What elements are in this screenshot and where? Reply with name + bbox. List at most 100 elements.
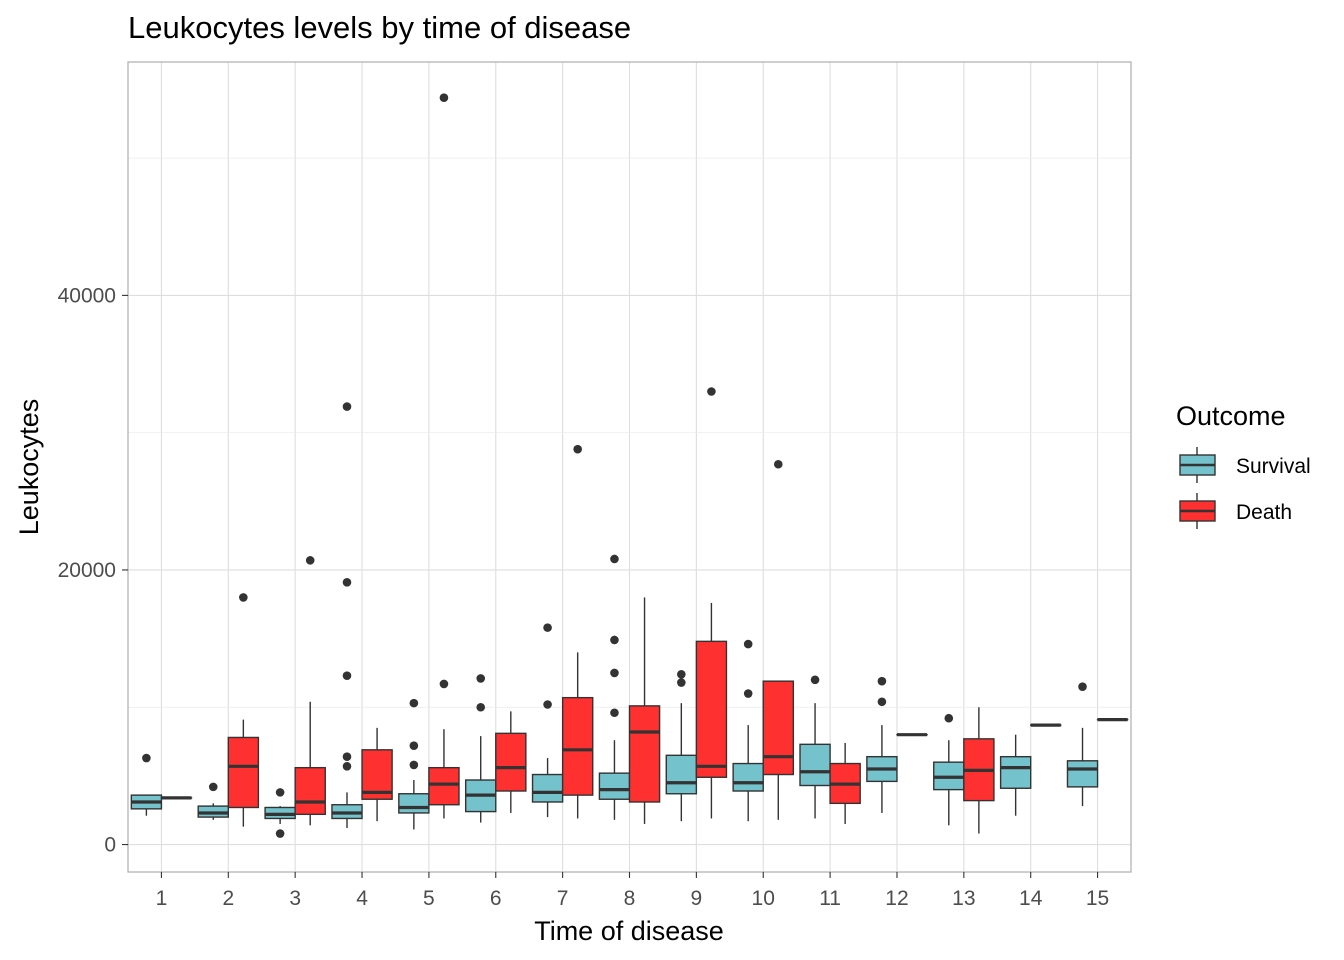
box-survival-9 — [665, 670, 698, 822]
box-survival-11 — [799, 675, 831, 819]
legend-label: Death — [1236, 501, 1292, 524]
outlier-point — [409, 698, 419, 708]
x-tick-label: 9 — [691, 887, 703, 910]
outlier-point — [208, 782, 218, 792]
outlier-point — [677, 678, 686, 687]
outlier-point — [342, 761, 352, 771]
box-survival-1 — [130, 753, 163, 816]
box-death-11 — [829, 742, 861, 824]
x-tick-label: 8 — [624, 887, 636, 910]
outlier-point — [439, 679, 449, 689]
outlier-point — [877, 676, 887, 686]
box-survival-3 — [264, 788, 296, 838]
box-survival-5 — [398, 698, 430, 830]
box-iqr — [227, 736, 260, 809]
legend-items: Survival Death — [1179, 447, 1311, 529]
box-iqr — [1066, 760, 1099, 788]
grid-lines — [128, 62, 1131, 872]
x-tick-label: 13 — [952, 887, 975, 910]
outlier-point — [142, 753, 151, 763]
x-axis-ticks: 1 2 3 4 5 6 7 8 9 10 11 12 13 14 15 — [156, 872, 1109, 910]
y-axis-title: Leukocytes — [14, 399, 44, 536]
box-death-3 — [294, 556, 326, 826]
outlier-point — [944, 713, 954, 723]
outlier-point — [476, 702, 486, 712]
outlier-point — [877, 697, 887, 707]
outlier-point — [707, 387, 716, 396]
outlier-point — [543, 700, 552, 709]
y-tick-label: 20000 — [58, 559, 116, 582]
box-iqr — [598, 772, 631, 800]
outlier-point — [275, 788, 285, 797]
outlier-point — [476, 674, 486, 683]
box-series — [130, 93, 1129, 838]
outlier-point — [610, 708, 619, 718]
outlier-point — [342, 671, 352, 680]
box-survival-8 — [598, 554, 631, 820]
outlier-point — [677, 670, 686, 679]
outlier-point — [743, 639, 753, 649]
box-survival-14 — [999, 734, 1032, 816]
x-tick-label: 1 — [156, 887, 168, 910]
outlier-point — [773, 459, 783, 469]
box-death-2 — [227, 593, 260, 827]
outlier-point — [1078, 682, 1087, 691]
box-survival-10 — [732, 639, 764, 822]
outlier-point — [275, 829, 285, 838]
x-tick-label: 11 — [819, 887, 841, 910]
x-tick-label: 7 — [557, 887, 569, 910]
box-iqr — [762, 680, 795, 776]
outlier-point — [305, 556, 315, 565]
box-iqr — [665, 754, 698, 795]
outlier-point — [342, 402, 352, 411]
legend-item-death: Death — [1179, 493, 1292, 529]
box-iqr — [531, 773, 564, 803]
outlier-point — [610, 635, 619, 645]
outlier-point — [342, 578, 352, 587]
y-tick-label: 40000 — [58, 284, 116, 307]
box-iqr — [561, 696, 594, 796]
outlier-point — [543, 623, 552, 632]
box-iqr — [294, 766, 326, 816]
y-tick-label: 0 — [104, 834, 116, 857]
box-survival-4 — [331, 402, 363, 829]
outlier-point — [573, 444, 582, 454]
x-tick-label: 15 — [1086, 887, 1109, 910]
legend-item-survival: Survival — [1179, 447, 1311, 483]
box-survival-15 — [1066, 682, 1099, 807]
x-tick-label: 4 — [356, 887, 368, 910]
outlier-point — [610, 554, 619, 564]
box-survival-7 — [531, 623, 564, 818]
series-death — [160, 93, 1129, 834]
box-death-10 — [762, 459, 795, 820]
box-survival-6 — [464, 674, 497, 823]
outlier-point — [342, 752, 352, 761]
chart-title: Leukocytes levels by time of disease — [128, 10, 632, 45]
box-iqr — [428, 766, 460, 806]
x-tick-label: 3 — [289, 887, 301, 910]
box-iqr — [495, 732, 527, 792]
box-death-5 — [428, 93, 460, 819]
outlier-point — [610, 668, 619, 678]
box-death-7 — [561, 444, 594, 819]
outlier-point — [439, 93, 449, 102]
box-death-4 — [361, 727, 393, 822]
box-iqr — [695, 640, 728, 778]
box-survival-13 — [933, 713, 965, 826]
x-tick-label: 10 — [752, 887, 775, 910]
y-axis-ticks: 0 20000 40000 — [58, 284, 128, 857]
box-survival-12 — [866, 676, 898, 813]
box-iqr — [799, 743, 831, 787]
x-tick-label: 2 — [222, 887, 234, 910]
x-axis-title: Time of disease — [534, 916, 724, 946]
legend: Outcome Survival Death — [1176, 401, 1311, 529]
box-iqr — [732, 762, 764, 792]
box-iqr — [999, 755, 1032, 789]
outlier-point — [239, 593, 248, 602]
x-tick-label: 5 — [423, 887, 435, 910]
box-death-9 — [695, 387, 728, 819]
box-death-6 — [495, 711, 527, 813]
x-tick-label: 12 — [885, 887, 908, 910]
outlier-point — [810, 675, 820, 685]
legend-title: Outcome — [1176, 401, 1286, 431]
